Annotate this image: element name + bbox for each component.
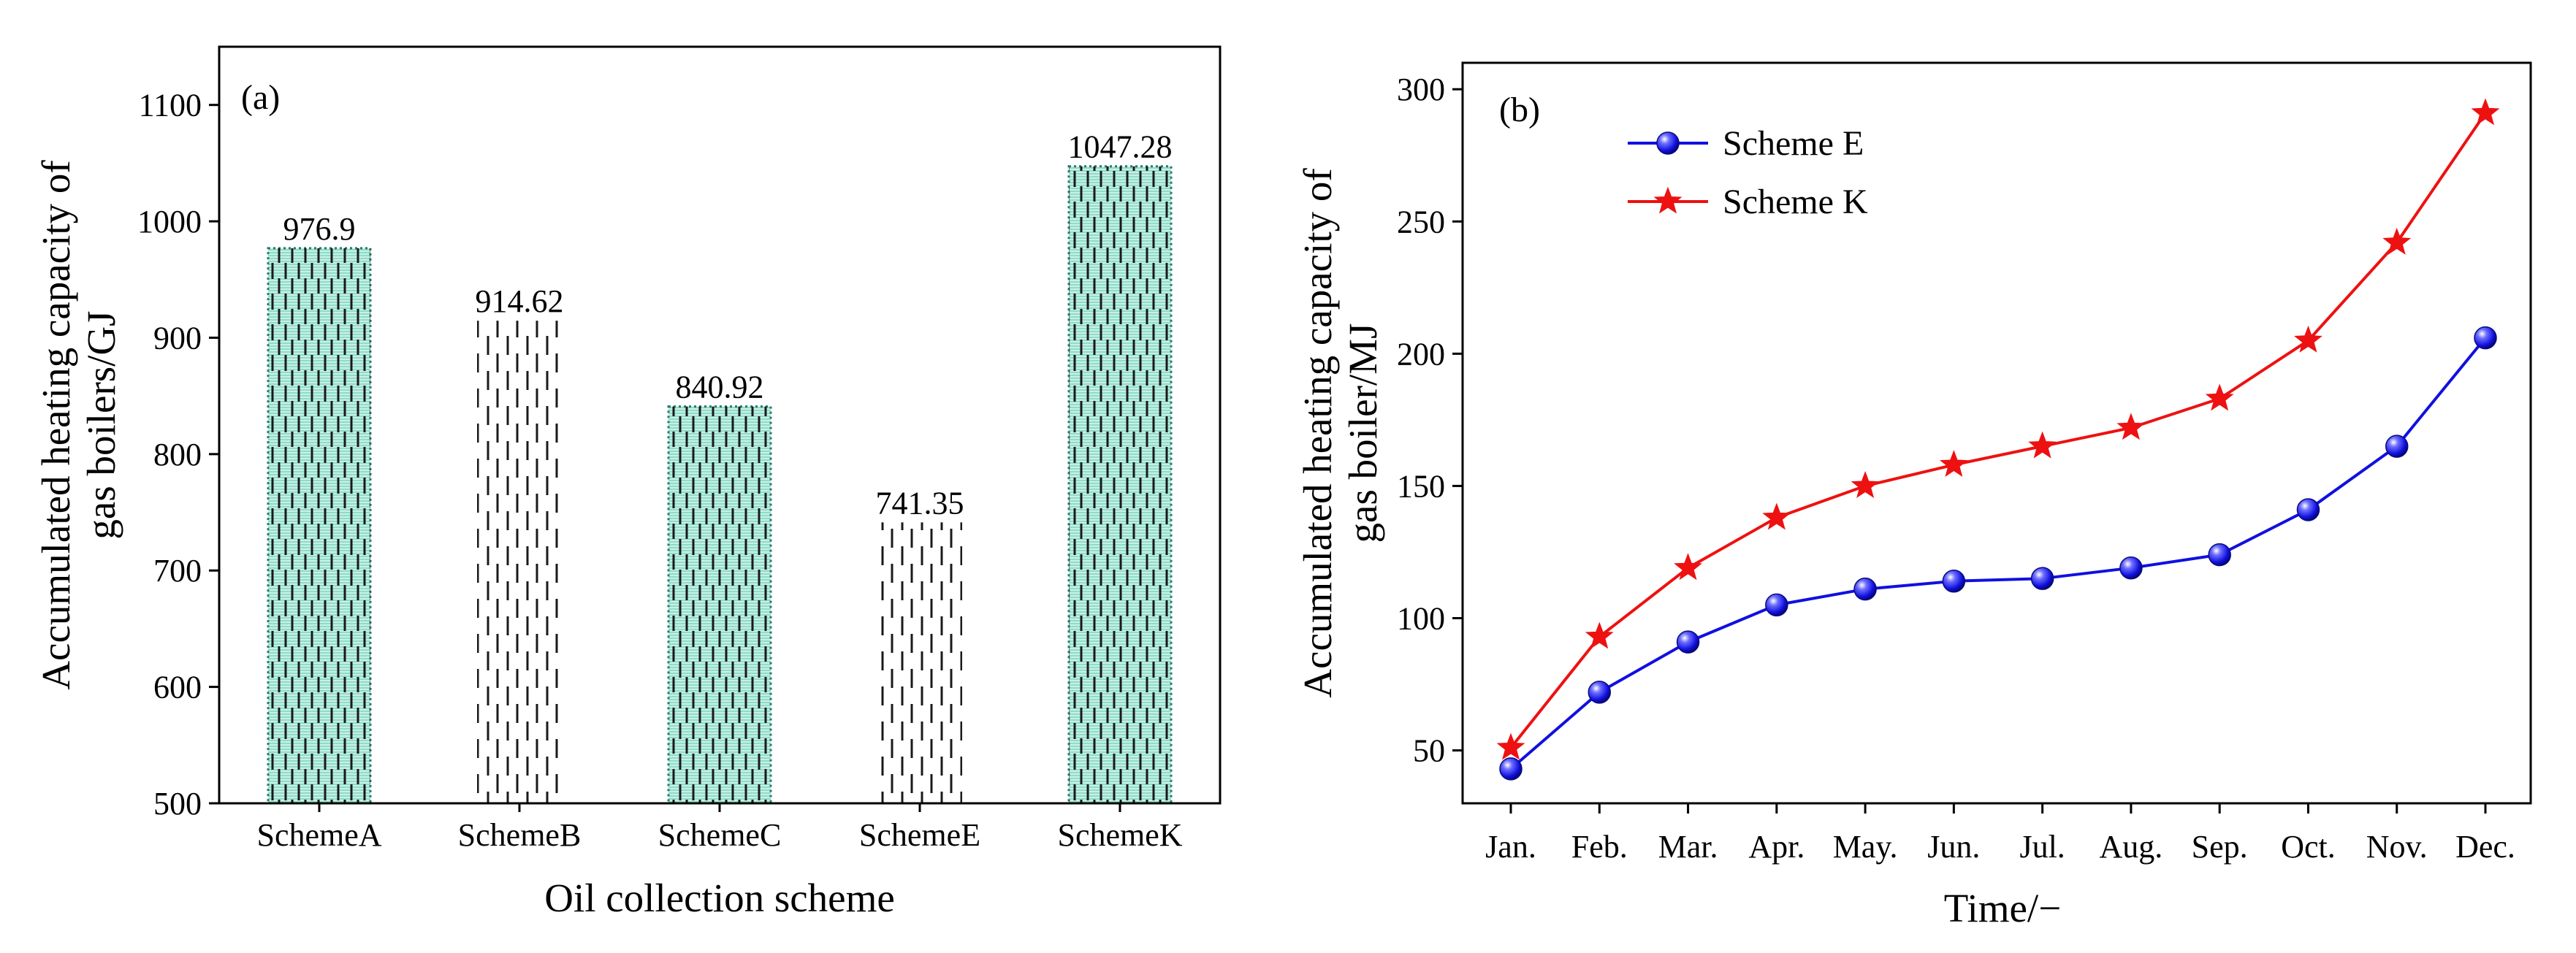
bar bbox=[668, 406, 771, 803]
data-point bbox=[2294, 325, 2322, 353]
y-tick-label: 600 bbox=[153, 670, 202, 705]
y-axis-ticks-a: 500 600 700 800 900 1000 1100 bbox=[137, 88, 219, 822]
series-lines bbox=[1509, 112, 2487, 770]
series-markers bbox=[1496, 98, 2500, 781]
x-tick-label: May. bbox=[1833, 829, 1898, 865]
bar-value-label: 976.9 bbox=[283, 211, 356, 247]
x-tick-label: SchemeE bbox=[859, 817, 980, 853]
x-tick-label: Jun. bbox=[1927, 829, 1980, 865]
x-tick-label: Mar. bbox=[1658, 829, 1718, 865]
y-tick-label: 800 bbox=[153, 437, 202, 472]
data-point bbox=[2474, 326, 2497, 350]
data-point bbox=[1851, 470, 1880, 498]
y-tick-label: 700 bbox=[153, 553, 202, 589]
legend-marker bbox=[1656, 131, 1680, 155]
y-axis-label-line-2: gas boiler/MJ bbox=[1341, 324, 1385, 543]
y-tick-label: 50 bbox=[1413, 733, 1445, 769]
y-tick-label: 250 bbox=[1397, 204, 1445, 240]
x-tick-label: SchemeK bbox=[1057, 817, 1182, 853]
legend-item: Scheme K bbox=[1628, 183, 1868, 221]
y-tick-label: 200 bbox=[1397, 336, 1445, 372]
y-axis-label-line-1: Accumulated heating capacity of bbox=[34, 160, 78, 690]
data-point bbox=[2296, 498, 2320, 521]
x-tick-label: Jul. bbox=[2019, 829, 2065, 865]
legend-label: Scheme K bbox=[1723, 183, 1868, 221]
bar-value-label: 914.62 bbox=[476, 283, 564, 319]
data-point bbox=[2028, 431, 2057, 459]
data-point bbox=[2208, 543, 2231, 567]
line-chart-b: 50 100 150 200 250 300 Jan. Feb. Mar. Apr. May. Ju… bbox=[1295, 61, 2532, 930]
panel-label-a: (a) bbox=[241, 78, 280, 117]
y-tick-label: 1100 bbox=[139, 88, 202, 123]
bar-value-labels: 976.9 914.62 840.92 741.35 1047.28 bbox=[283, 129, 1173, 521]
bar-value-label: 840.92 bbox=[676, 370, 764, 405]
y-tick-label: 900 bbox=[153, 320, 202, 356]
data-point bbox=[1674, 553, 1702, 581]
bar bbox=[877, 522, 962, 803]
data-point bbox=[1676, 630, 1700, 654]
x-tick-label: Dec. bbox=[2455, 829, 2515, 865]
y-tick-label: 1000 bbox=[137, 204, 202, 240]
data-point bbox=[2471, 98, 2500, 126]
data-point bbox=[1942, 570, 1966, 593]
x-tick-label: Apr. bbox=[1748, 829, 1805, 865]
y-tick-label: 300 bbox=[1397, 72, 1445, 107]
data-point bbox=[1585, 621, 1614, 649]
x-tick-label: Jan. bbox=[1485, 829, 1536, 865]
data-point bbox=[2030, 567, 2054, 590]
x-axis-ticks-b: Jan. Feb. Mar. Apr. May. Jun. Jul. Aug. Sep. Oct.… bbox=[1485, 803, 2515, 865]
data-point bbox=[1499, 757, 1523, 781]
x-tick-label: SchemeA bbox=[256, 817, 381, 853]
data-point bbox=[1762, 502, 1791, 530]
y-tick-label: 100 bbox=[1397, 601, 1445, 637]
y-axis-label-b: Accumulated heating capacity of gas boil… bbox=[1295, 168, 1385, 698]
bar-value-label: 741.35 bbox=[876, 485, 964, 521]
x-tick-label: Feb. bbox=[1571, 829, 1628, 865]
x-tick-label: Sep. bbox=[2192, 829, 2248, 865]
data-point bbox=[1939, 450, 1968, 477]
series-line bbox=[1509, 337, 2487, 770]
bar-value-label: 1047.28 bbox=[1068, 129, 1173, 165]
legend-marker bbox=[1653, 186, 1683, 214]
x-tick-label: SchemeC bbox=[658, 817, 782, 853]
bar bbox=[268, 248, 370, 803]
y-tick-label: 500 bbox=[153, 786, 202, 822]
y-axis-label-a: Accumulated heating capacity of gas boil… bbox=[34, 160, 123, 690]
x-tick-label: Oct. bbox=[2281, 829, 2336, 865]
data-point bbox=[2382, 227, 2412, 255]
x-axis-label-a: Oil collection scheme bbox=[544, 876, 895, 920]
data-point bbox=[2116, 413, 2146, 440]
bar bbox=[1069, 166, 1171, 804]
y-axis-ticks-b: 50 100 150 200 250 300 bbox=[1397, 72, 1463, 769]
x-tick-label: SchemeB bbox=[458, 817, 582, 853]
y-axis-label-line-2: gas boilers/GJ bbox=[79, 310, 123, 539]
x-axis-label-b: Time/− bbox=[1944, 886, 2061, 930]
x-axis-ticks-a: SchemeA SchemeB SchemeC SchemeE SchemeK bbox=[256, 803, 1183, 853]
plot-frame-b bbox=[1461, 61, 2532, 805]
bar-chart-a: 976.9 914.62 840.92 741.35 1047.28 500 600 700… bbox=[34, 45, 1222, 920]
y-tick-label: 150 bbox=[1397, 468, 1445, 504]
y-axis-label-line-1: Accumulated heating capacity of bbox=[1295, 168, 1340, 698]
data-point bbox=[1588, 681, 1612, 704]
legend-item: Scheme E bbox=[1628, 124, 1864, 163]
data-point bbox=[1496, 732, 1525, 760]
data-point bbox=[1765, 593, 1788, 617]
legend-label: Scheme E bbox=[1723, 124, 1864, 163]
data-point bbox=[2205, 383, 2234, 411]
data-point bbox=[1853, 577, 1877, 601]
bar bbox=[477, 321, 562, 803]
series-line bbox=[1509, 112, 2487, 749]
data-point bbox=[2119, 556, 2143, 580]
legend: Scheme E Scheme K bbox=[1628, 124, 1868, 221]
bar-group bbox=[267, 165, 1173, 805]
x-tick-label: Aug. bbox=[2100, 829, 2163, 865]
x-tick-label: Nov. bbox=[2366, 829, 2428, 865]
data-point bbox=[2385, 435, 2409, 458]
panel-label-b: (b) bbox=[1499, 91, 1540, 129]
